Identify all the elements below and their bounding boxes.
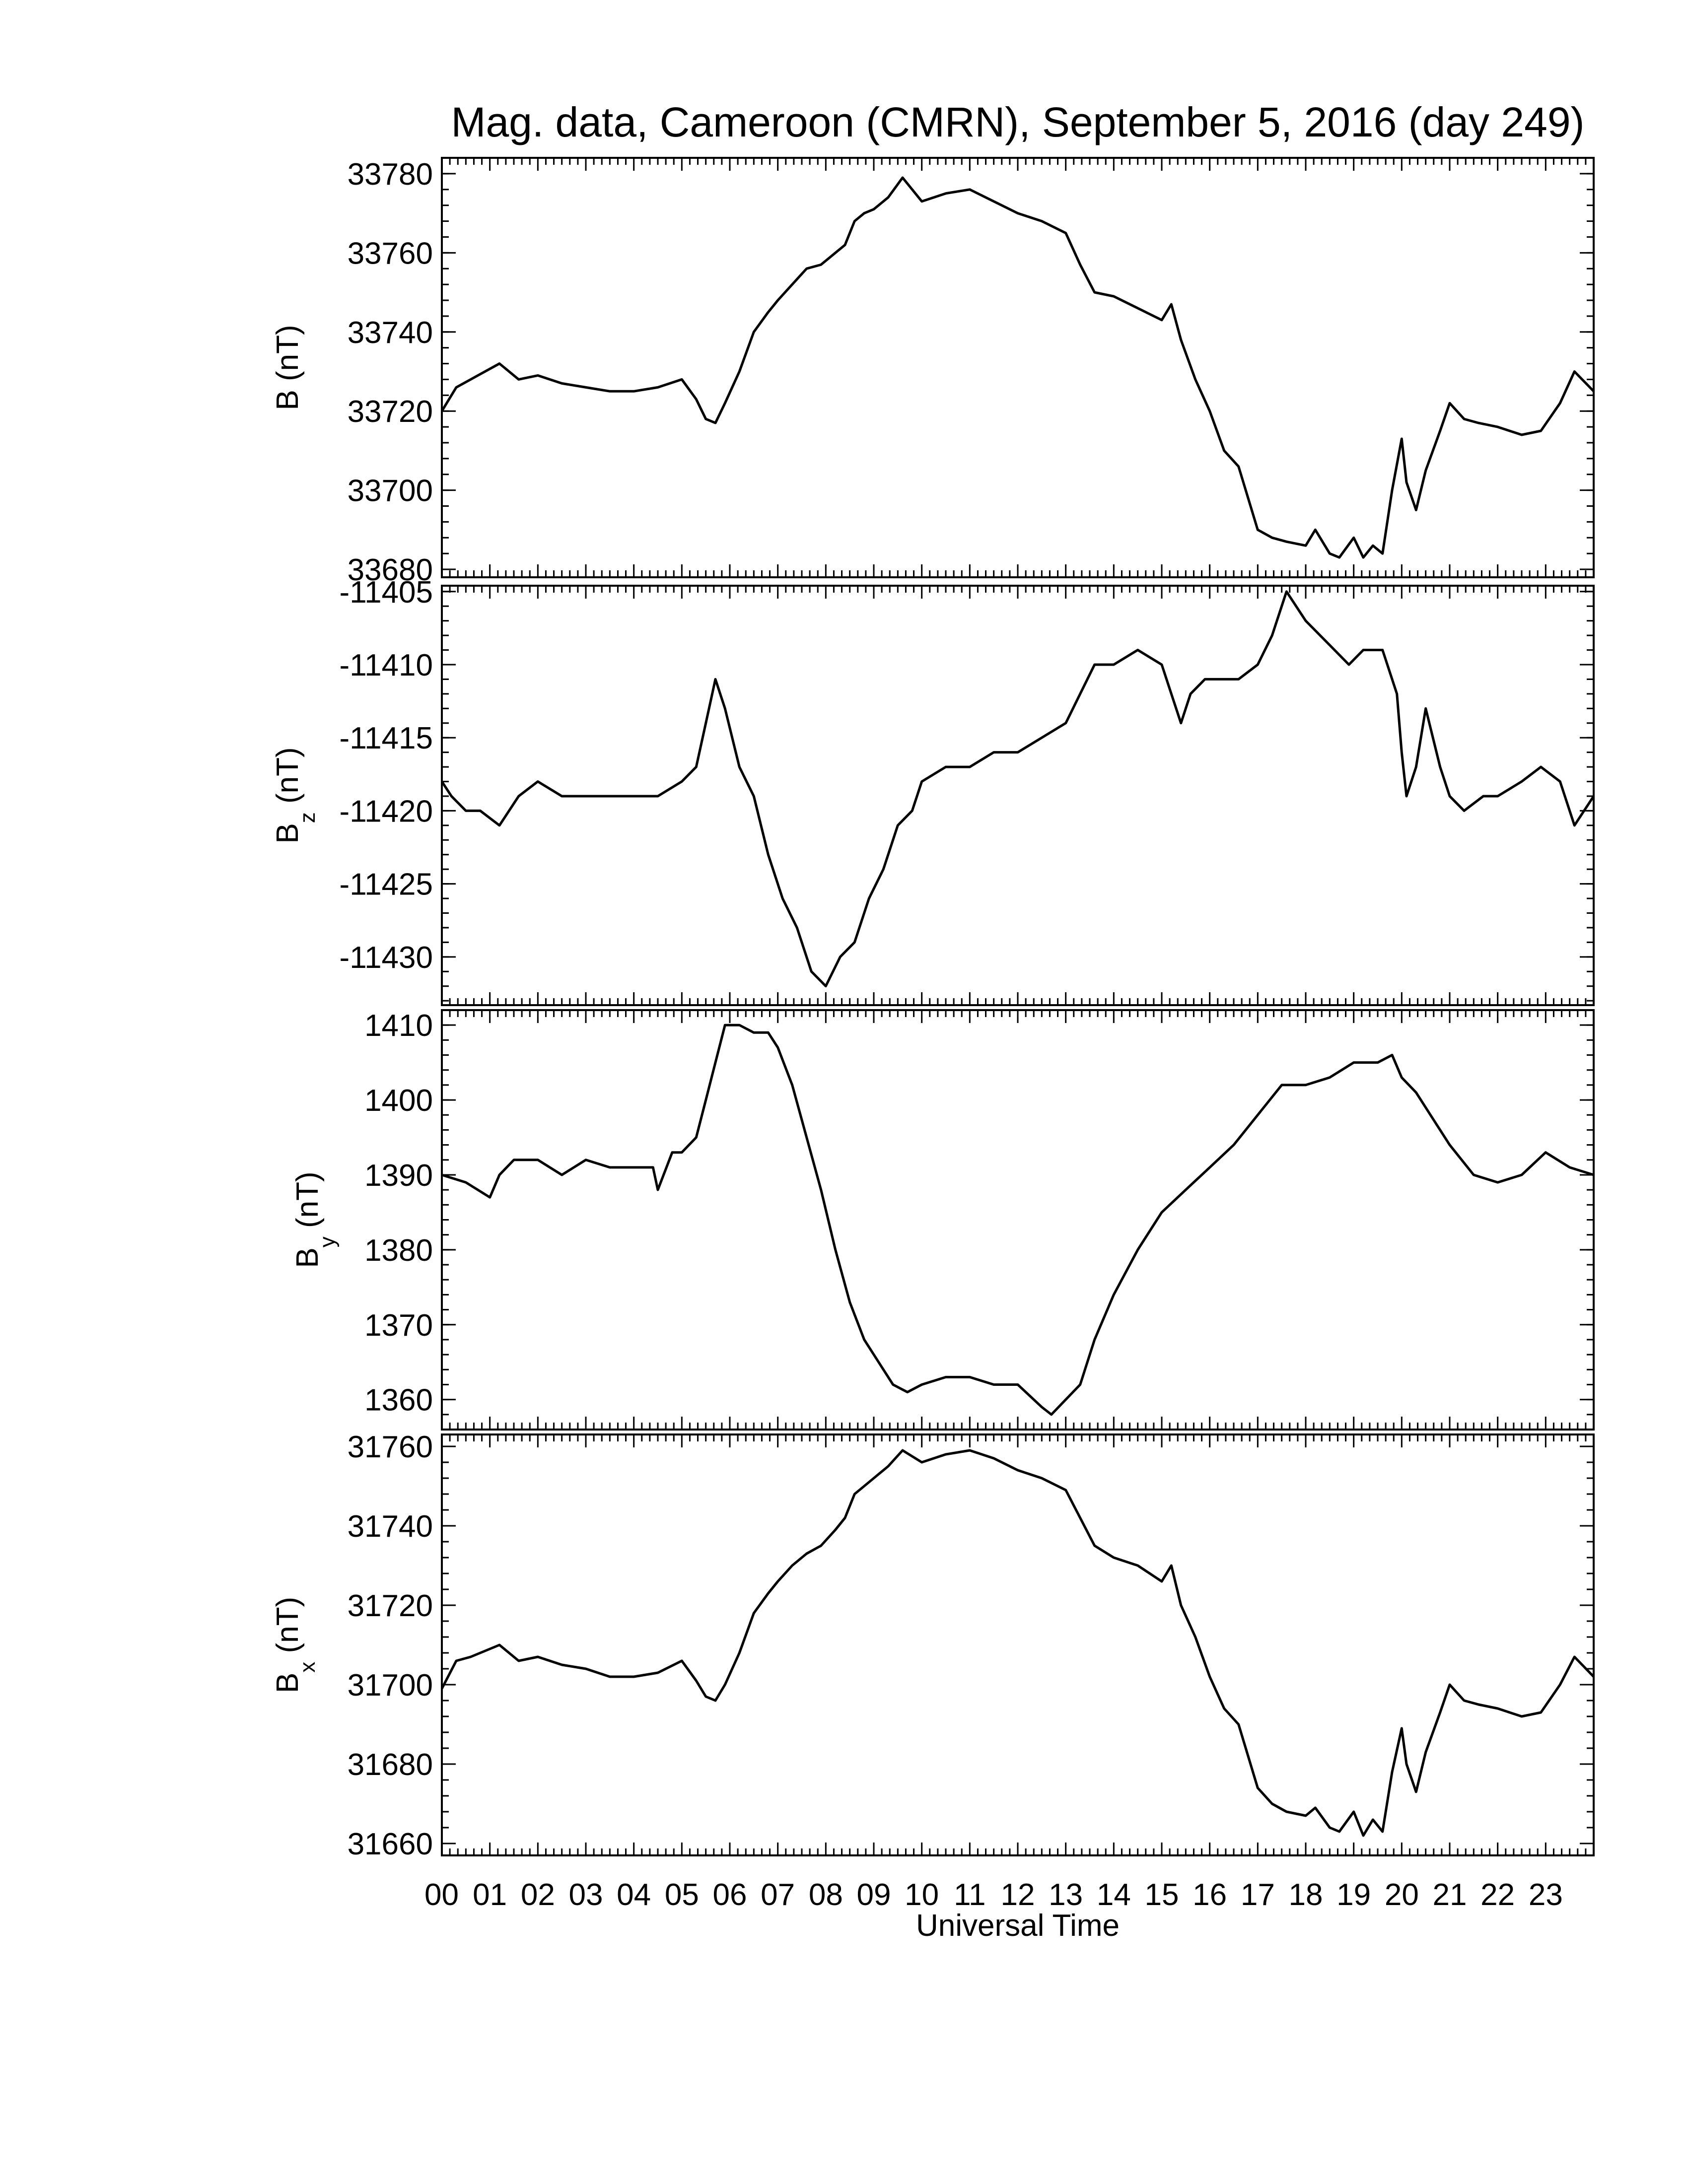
- panel-3-ytick-label: 31660: [348, 1827, 433, 1861]
- x-tick-label: 21: [1433, 1878, 1467, 1912]
- x-tick-label: 14: [1097, 1878, 1131, 1912]
- panel-0-ylabel: B (nT): [271, 325, 305, 410]
- panel-2-ylabel-main: B: [290, 1247, 325, 1268]
- panel-2-ylabel-unit: (nT): [290, 1171, 325, 1236]
- panel-1-ylabel: Bz (nT): [271, 747, 320, 843]
- panel-0: 33680 33700 33720 33740 33760 33780 B (nT): [271, 157, 1595, 587]
- x-tick-label: 17: [1241, 1878, 1275, 1912]
- x-tick-label: 08: [809, 1878, 843, 1912]
- panel-2: 1360 1370 1380 1390 1400 1410 By (nT): [290, 1009, 1595, 1431]
- panel-2-ytick-label: 1380: [364, 1233, 433, 1268]
- x-tick-label: 01: [473, 1878, 507, 1912]
- panel-3-ylabel-unit: (nT): [271, 1597, 305, 1662]
- panel-2-frame: [441, 1009, 1595, 1431]
- panel-0-ylabel-unit: (nT): [271, 325, 305, 390]
- panel-3: 31660 31680 31700 31720 31740 31760 Bx (nT): [271, 1430, 1595, 1861]
- panel-1-ytick-label: -11405: [340, 575, 433, 610]
- panel-0-ylabel-main: B: [271, 390, 305, 410]
- panel-2-ytick-label: 1400: [364, 1084, 433, 1118]
- panel-2-ytick-label: 1370: [364, 1308, 433, 1343]
- x-tick-label: 19: [1336, 1878, 1371, 1912]
- panel-2-ytick-label: 1360: [364, 1383, 433, 1418]
- x-tick-label: 16: [1193, 1878, 1227, 1912]
- panel-2-ylabel: By (nT): [290, 1171, 340, 1268]
- panel-3-ylabel: Bx (nT): [271, 1597, 320, 1693]
- x-tick-labels: 00 01 02 03 04 05 06 07 08 09 10 11 12 13 14 15 16 17 18 19…: [424, 1878, 1563, 1912]
- x-tick-label: 03: [569, 1878, 603, 1912]
- panel-3-ytick-label: 31760: [348, 1430, 433, 1464]
- panel-1-ylabel-main: B: [271, 823, 305, 843]
- panel-2-ytick-label: 1390: [364, 1159, 433, 1193]
- x-tick-label: 02: [521, 1878, 555, 1912]
- panel-0-ytick-label: 33700: [348, 474, 433, 508]
- panel-0-ytick-label: 33680: [348, 553, 433, 587]
- panel-3-ytick-label: 31740: [348, 1509, 433, 1544]
- panel-0-ytick-label: 33740: [348, 316, 433, 350]
- chart-title: Mag. data, Cameroon (CMRN), September 5,…: [451, 99, 1584, 145]
- panel-3-ytick-label: 31720: [348, 1589, 433, 1623]
- x-tick-label: 12: [1001, 1878, 1035, 1912]
- panel-0-ytick-label: 33780: [348, 157, 433, 192]
- x-tick-label: 15: [1145, 1878, 1179, 1912]
- x-tick-label: 13: [1049, 1878, 1083, 1912]
- panel-3-ytick-label: 31680: [348, 1748, 433, 1782]
- panel-2-series-0-line: [441, 1024, 1594, 1416]
- panel-1-series-0-line: [440, 590, 1595, 988]
- x-tick-label: 10: [905, 1878, 939, 1912]
- panel-1-ytick-label: -11410: [340, 648, 433, 682]
- panel-0-ytick-label: 33720: [348, 395, 433, 429]
- x-tick-label: 18: [1289, 1878, 1323, 1912]
- x-tick-label: 04: [617, 1878, 651, 1912]
- panel-0-ytick-label: 33760: [348, 236, 433, 271]
- panel-1: -11405 -11410 -11415 -11420 -11425 -11430 Bz (…: [271, 575, 1595, 1006]
- panel-2-ylabel-sub: y: [315, 1236, 340, 1247]
- x-axis-label: Universal Time: [916, 1909, 1120, 1943]
- panel-3-ylabel-sub: x: [295, 1662, 320, 1673]
- x-tick-label: 20: [1385, 1878, 1419, 1912]
- x-tick-label: 06: [713, 1878, 747, 1912]
- panel-0-frame: [441, 157, 1595, 578]
- panel-3-series-0-line: [440, 1449, 1595, 1837]
- panel-3-ylabel-main: B: [271, 1673, 305, 1693]
- panel-1-ytick-label: -11420: [340, 794, 433, 828]
- x-tick-label: 05: [665, 1878, 699, 1912]
- panel-1-ylabel-unit: (nT): [271, 747, 305, 812]
- x-tick-label: 00: [424, 1878, 459, 1912]
- x-tick-label: 09: [857, 1878, 891, 1912]
- x-tick-label: 22: [1480, 1878, 1515, 1912]
- x-tick-label: 07: [761, 1878, 795, 1912]
- x-tick-label: 11: [954, 1878, 985, 1912]
- x-tick-label: 23: [1529, 1878, 1563, 1912]
- panel-1-ytick-label: -11425: [340, 868, 433, 902]
- panel-0-series-0-line: [440, 176, 1595, 559]
- panel-1-ytick-label: -11430: [340, 941, 433, 975]
- panel-2-ytick-label: 1410: [364, 1009, 433, 1043]
- panel-1-ytick-label: -11415: [340, 721, 433, 755]
- panel-1-ylabel-sub: z: [295, 812, 320, 823]
- panel-3-ytick-label: 31700: [348, 1668, 433, 1703]
- panel-3-frame: [441, 1433, 1595, 1856]
